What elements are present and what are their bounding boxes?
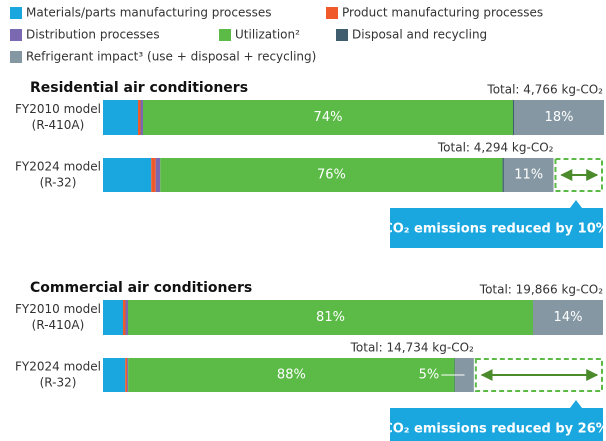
- callout: [390, 200, 603, 248]
- legend-swatch: [10, 7, 22, 19]
- category-label: (R-410A): [32, 318, 85, 332]
- legend-label: Materials/parts manufacturing processes: [26, 6, 272, 20]
- category-label: FY2024 model: [15, 160, 101, 174]
- bar-segment: [502, 158, 504, 192]
- legend-swatch: [219, 29, 231, 41]
- bar-segment: [533, 300, 603, 335]
- value-label: 76%: [317, 168, 346, 183]
- category-label: FY2010 model: [15, 302, 101, 316]
- bar-segment: [140, 100, 143, 135]
- legend-swatch: [326, 7, 338, 19]
- bar-segment: [151, 158, 156, 192]
- bar-segment: [103, 358, 126, 392]
- bar-segment: [514, 100, 604, 135]
- bar-segment: [103, 158, 152, 192]
- total-label: Total: 4,766 kg-CO₂: [486, 83, 603, 97]
- chart-title: Residential air conditioners: [30, 80, 248, 96]
- bar-segment: [138, 100, 141, 135]
- callout-text: CO₂ emissions reduced by 10%: [383, 222, 606, 237]
- bar-segment: [513, 100, 514, 135]
- value-label: 74%: [314, 110, 343, 125]
- value-label: 88%: [277, 368, 306, 383]
- value-label: 81%: [316, 310, 345, 325]
- bar-segment: [503, 158, 554, 192]
- legend-swatch: [10, 29, 22, 41]
- chart-title: Commercial air conditioners: [30, 280, 252, 296]
- category-label: FY2010 model: [15, 102, 101, 116]
- value-label: 14%: [554, 310, 583, 325]
- bar-segment: [103, 300, 123, 335]
- value-label: 11%: [514, 168, 543, 183]
- category-label: (R-32): [40, 376, 77, 390]
- legend-label: Utilization²: [235, 28, 300, 42]
- bar-segment: [143, 100, 513, 135]
- bar-segment: [103, 100, 138, 135]
- bar-segment: [125, 358, 128, 392]
- legend-label: Distribution processes: [26, 28, 160, 42]
- legend-swatch: [10, 51, 22, 63]
- category-label: (R-410A): [32, 118, 85, 132]
- bar-segment: [128, 358, 455, 392]
- total-label: Total: 19,866 kg-CO₂: [479, 283, 603, 297]
- category-label: (R-32): [40, 176, 77, 190]
- bar-segment: [160, 158, 503, 192]
- callout-text: CO₂ emissions reduced by 26%: [383, 422, 606, 437]
- legend-swatch: [336, 29, 348, 41]
- bar-segment: [123, 300, 126, 335]
- bar-segment: [155, 158, 161, 192]
- legend-label: Disposal and recycling: [352, 28, 487, 42]
- category-label: FY2024 model: [15, 360, 101, 374]
- value-label: 5%: [419, 368, 440, 383]
- callout: [390, 400, 603, 441]
- legend-label: Product manufacturing processes: [342, 6, 543, 20]
- bar-segment: [125, 300, 128, 335]
- total-label: Total: 14,734 kg-CO₂: [350, 341, 474, 355]
- bar-segment: [128, 300, 533, 335]
- bar-segment: [127, 358, 129, 392]
- reduction-box: [474, 358, 603, 392]
- value-label: 18%: [545, 110, 574, 125]
- legend-label: Refrigerant impact³ (use + disposal + re…: [26, 50, 316, 64]
- total-label: Total: 4,294 kg-CO₂: [437, 141, 554, 155]
